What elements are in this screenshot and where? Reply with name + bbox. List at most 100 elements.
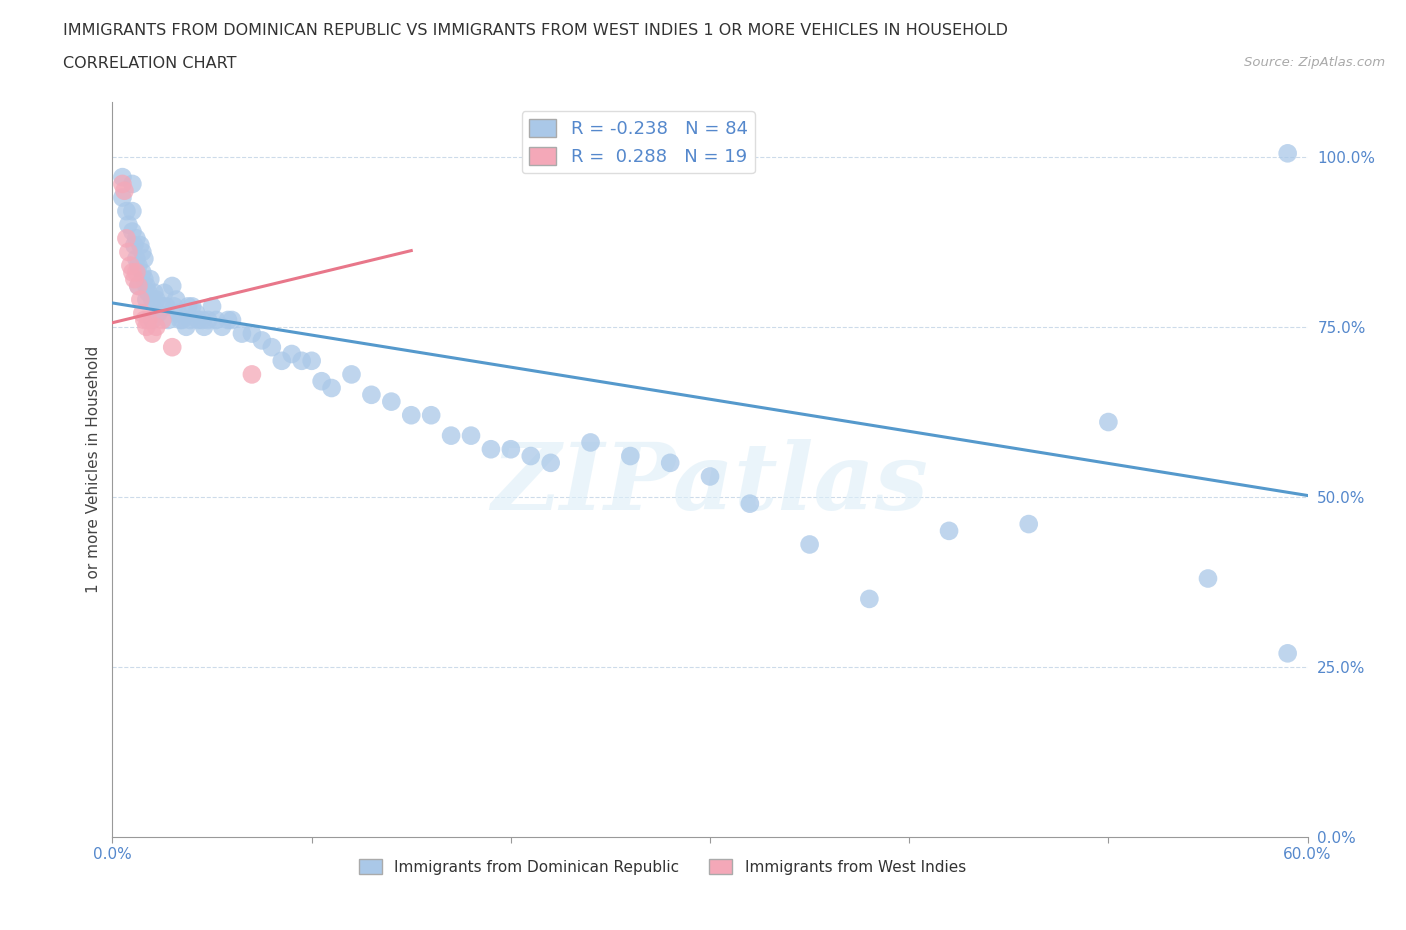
Point (260, 339, 283, 354)
Point (240, 367, 263, 382)
Text: IMMIGRANTS FROM DOMINICAN REPUBLIC VS IMMIGRANTS FROM WEST INDIES 1 OR MORE VEHI: IMMIGRANTS FROM DOMINICAN REPUBLIC VS IM… (63, 23, 1008, 38)
Point (858, 591, 880, 606)
Point (270, 353, 292, 368)
Point (131, 265, 153, 280)
Point (217, 312, 239, 327)
Point (579, 435, 602, 450)
Point (135, 319, 157, 334)
Point (121, 224, 143, 239)
Point (115, 204, 138, 219)
Point (155, 299, 177, 313)
Text: ZIPatlas: ZIPatlas (492, 439, 928, 529)
Point (157, 312, 180, 327)
Point (145, 292, 167, 307)
Point (138, 312, 160, 327)
Point (738, 497, 761, 512)
Text: Source: ZipAtlas.com: Source: ZipAtlas.com (1244, 56, 1385, 69)
Point (150, 299, 173, 313)
Point (479, 442, 502, 457)
Point (167, 306, 190, 321)
Point (129, 292, 152, 307)
Point (169, 312, 191, 327)
Point (281, 347, 304, 362)
Point (127, 279, 149, 294)
Point (321, 380, 343, 395)
Point (191, 312, 214, 327)
Point (127, 259, 149, 273)
Point (153, 286, 176, 300)
Point (177, 299, 200, 313)
Point (799, 537, 821, 551)
Point (165, 292, 187, 307)
Point (311, 374, 333, 389)
Point (111, 177, 134, 192)
Point (193, 319, 215, 334)
Point (179, 312, 201, 327)
Point (420, 407, 443, 422)
Point (291, 353, 314, 368)
Point (143, 286, 166, 300)
Point (124, 272, 146, 286)
Y-axis label: 1 or more Vehicles in Household: 1 or more Vehicles in Household (86, 346, 101, 593)
Point (360, 388, 382, 403)
Point (1277, 146, 1299, 161)
Point (125, 251, 148, 266)
Point (619, 448, 641, 463)
Point (125, 265, 148, 280)
Point (460, 428, 482, 443)
Point (380, 394, 402, 409)
Point (201, 299, 224, 313)
Point (162, 339, 183, 354)
Point (134, 272, 156, 286)
Point (114, 183, 135, 198)
Point (659, 456, 682, 471)
Point (120, 259, 142, 273)
Point (141, 326, 163, 341)
Point (134, 312, 156, 327)
Point (131, 245, 153, 259)
Point (129, 238, 152, 253)
Point (148, 306, 170, 321)
Point (127, 279, 149, 294)
Legend: Immigrants from Dominican Republic, Immigrants from West Indies: Immigrants from Dominican Republic, Immi… (353, 853, 972, 881)
Point (117, 218, 139, 232)
Point (401, 407, 423, 422)
Point (231, 326, 253, 341)
Point (1097, 415, 1119, 430)
Point (138, 286, 160, 300)
Text: CORRELATION CHART: CORRELATION CHART (63, 56, 236, 71)
Point (187, 312, 209, 327)
Point (124, 238, 146, 253)
Point (1277, 646, 1299, 661)
Point (115, 231, 138, 246)
Point (250, 333, 273, 348)
Point (121, 265, 143, 280)
Point (1197, 571, 1219, 586)
Point (440, 428, 463, 443)
Point (1018, 517, 1040, 532)
Point (135, 292, 157, 307)
Point (172, 312, 194, 327)
Point (139, 272, 162, 286)
Point (240, 326, 263, 341)
Point (163, 299, 186, 313)
Point (141, 292, 163, 307)
Point (699, 469, 721, 484)
Point (181, 299, 204, 313)
Point (211, 319, 233, 334)
Point (134, 251, 156, 266)
Point (121, 204, 143, 219)
Point (141, 312, 163, 327)
Point (131, 306, 153, 321)
Point (499, 442, 522, 457)
Point (150, 312, 173, 327)
Point (301, 353, 323, 368)
Point (938, 524, 960, 538)
Point (221, 312, 243, 327)
Point (145, 319, 167, 334)
Point (125, 231, 148, 246)
Point (111, 190, 134, 205)
Point (197, 312, 219, 327)
Point (117, 245, 139, 259)
Point (111, 169, 134, 184)
